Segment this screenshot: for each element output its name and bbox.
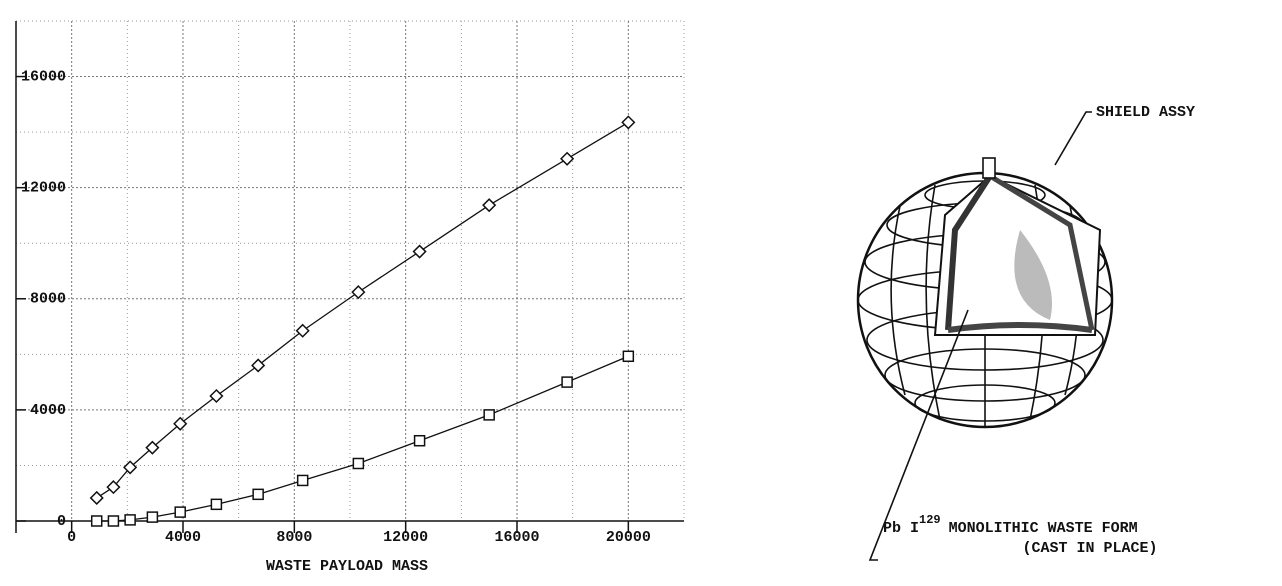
diamond-marker [295,323,310,338]
square-marker [252,488,264,501]
series-line [96,355,629,522]
diamond-marker [145,440,160,455]
diamond-marker [123,460,138,475]
diamond-marker [173,416,188,431]
square-marker [483,409,495,421]
diamond-marker [209,388,224,404]
y-tick-label: 16000 [21,69,66,86]
x-axis-label: WASTE PAYLOAD MASS [266,558,428,575]
waste-form-label: Pb I129 MONOLITHIC WASTE FORM [883,513,1138,537]
diamond-marker [89,490,104,506]
x-tick-label: 20000 [606,529,651,546]
diamond-marker [412,244,427,259]
x-tick-label: 0 [67,529,76,546]
waste-form-note: (CAST IN PLACE) [1022,540,1157,557]
diamond-marker [251,358,266,373]
waste-form-superscript: 129 [919,513,941,527]
square-marker [90,515,103,527]
square-marker [210,498,223,511]
diamond-marker [106,480,121,495]
y-tick-label: 4000 [30,402,66,419]
square-marker [352,457,365,470]
y-tick-label: 12000 [21,180,66,197]
x-tick-label: 8000 [276,529,312,546]
y-tick-label: 8000 [30,291,66,308]
diamond-marker [621,115,636,130]
square-marker [124,514,136,526]
waste-form-prefix: Pb I [883,520,919,537]
square-marker [174,506,186,518]
diamond-marker [482,198,497,213]
square-marker [296,474,309,487]
x-tick-label: 4000 [165,529,201,546]
sphere-diagram [856,111,1114,561]
shield-label: SHIELD ASSY [1096,104,1195,121]
square-marker [622,350,635,363]
series-line [96,121,629,499]
x-tick-label: 16000 [494,529,539,546]
x-tick-label: 12000 [383,529,428,546]
diamond-marker [351,285,366,300]
diamond-marker [560,151,575,166]
square-marker [413,434,426,447]
square-marker [561,376,573,388]
square-marker [146,511,159,523]
square-marker [107,515,120,527]
waste-form-text: MONOLITHIC WASTE FORM [949,520,1138,537]
